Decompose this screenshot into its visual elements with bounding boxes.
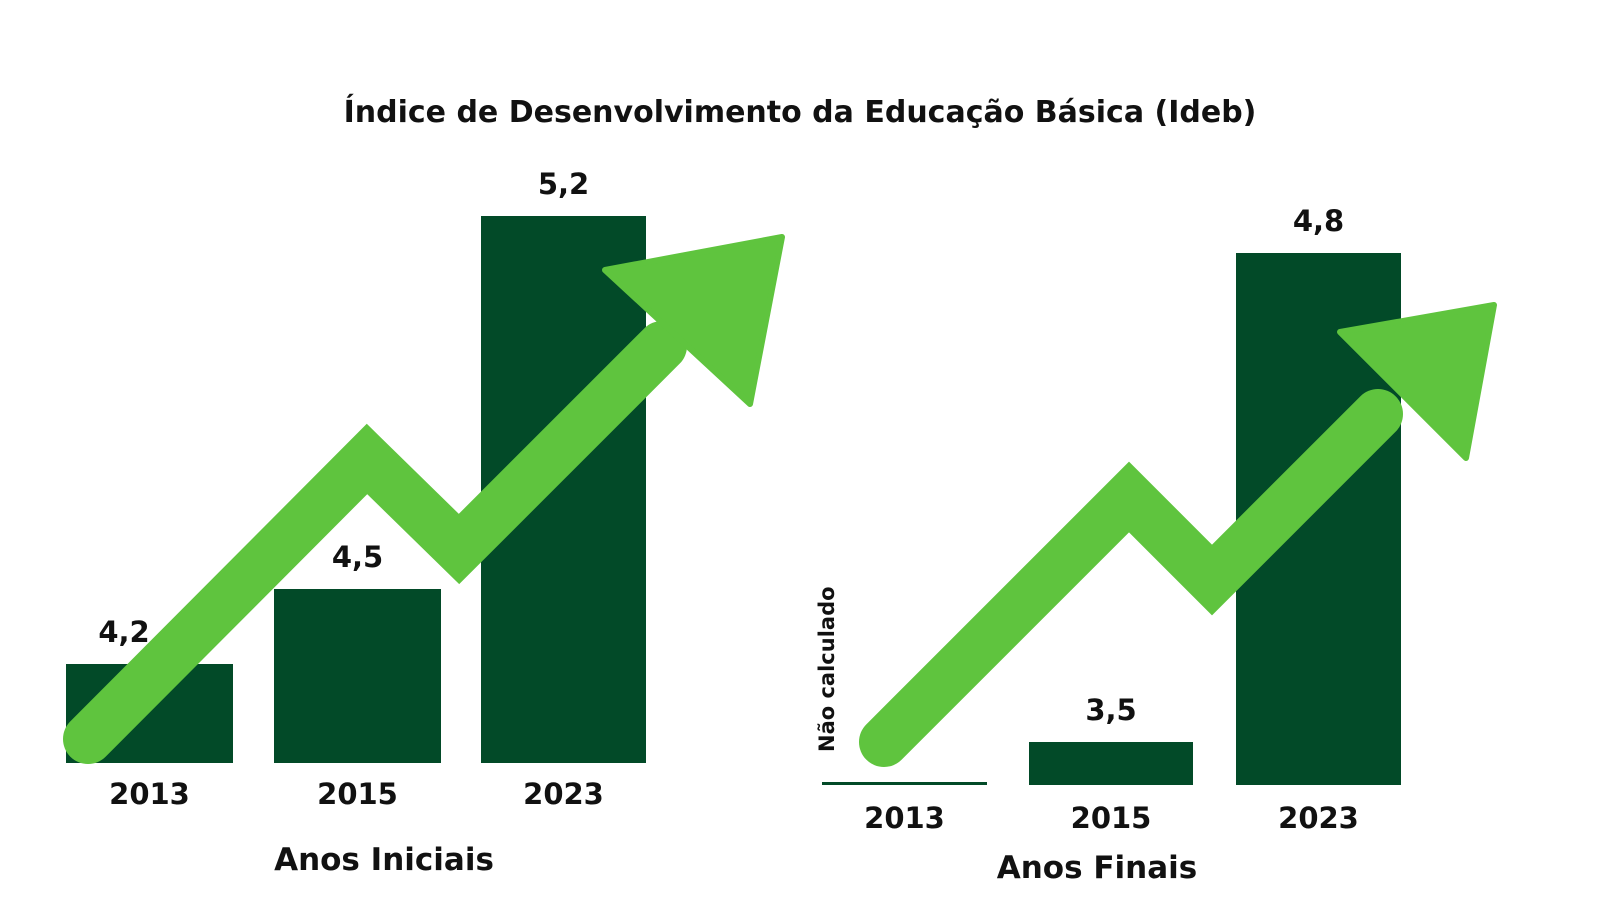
tick-label-2015: 2015 [1071, 801, 1152, 835]
tick-label-2023: 2023 [523, 777, 604, 811]
trend-arrow-shaft [859, 389, 1403, 767]
value-label-2023: 5,2 [538, 167, 589, 201]
tick-label-2013: 2013 [864, 801, 945, 835]
chart-title: Índice de Desenvolvimento da Educação Bá… [344, 94, 1257, 130]
panel-anos-iniciais: 4,2 2013 4,5 2015 5,2 2023 Anos Iniciais [63, 167, 785, 878]
bar-2015 [1029, 742, 1193, 785]
value-label-2013: 4,2 [98, 615, 149, 649]
value-label-2015: 4,5 [332, 540, 383, 574]
tick-label-2023: 2023 [1278, 801, 1359, 835]
bar-2015 [274, 589, 441, 763]
note-not-calculated: Não calculado [815, 586, 839, 752]
trend-arrow-head [1337, 302, 1497, 461]
trend-arrow-shaft [63, 321, 687, 764]
group-label: Anos Finais [997, 850, 1197, 886]
trend-arrow-head [602, 234, 785, 407]
tick-label-2015: 2015 [317, 777, 398, 811]
bar-2013 [822, 782, 987, 785]
value-label-2015: 3,5 [1085, 693, 1136, 727]
panel-anos-finais: Não calculado 2013 3,5 2015 4,8 2023 Anos Fina… [815, 204, 1497, 886]
group-label: Anos Iniciais [274, 842, 494, 878]
tick-label-2013: 2013 [109, 777, 190, 811]
value-label-2023: 4,8 [1293, 204, 1344, 238]
